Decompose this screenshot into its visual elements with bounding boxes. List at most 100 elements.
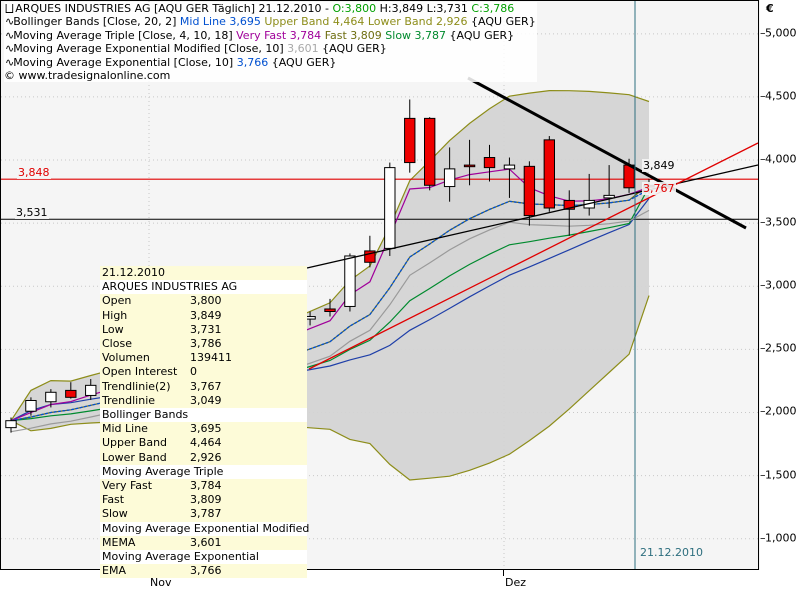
price-axis[interactable]: € –5,000 –4,500 –4,000 –3,500 –3,000 –2,500 –2…: [760, 0, 800, 570]
tooltip-section-0: Bollinger Bands: [100, 408, 307, 423]
tooltip-section-1-row-0: Very Fast 3,784: [100, 479, 307, 494]
legend-seg-1-3: {AQU GER}: [471, 15, 536, 29]
candlestick: [85, 379, 97, 400]
currency-symbol: €: [766, 2, 774, 15]
tooltip-section-1-row-0-value: 3,784: [190, 479, 222, 493]
candle-body: [603, 194, 615, 199]
tooltip-row-1-label: High: [102, 308, 128, 322]
legend-seg-1-0: Bollinger Bands [Close, 20, 2]: [13, 15, 180, 29]
price-tick-6: –2,000: [760, 404, 797, 418]
legend-seg-2-1: Very Fast 3,784: [236, 28, 325, 42]
ema-line: [10, 188, 650, 422]
tooltip-row-4: Volumen 139411: [100, 351, 307, 366]
candlestick: [463, 139, 476, 186]
tooltip-section-3-text: Moving Average Exponential: [102, 550, 259, 564]
price-tick-label: 4,500: [765, 89, 797, 103]
tooltip-section-0-row-2-label: Lower Band: [102, 450, 167, 464]
data-tooltip-box[interactable]: 21.12.2010 ARQUES INDUSTRIES AG Open 3,800 H…: [100, 266, 310, 579]
tooltip-section-0-text: Bollinger Bands: [102, 408, 189, 422]
legend-row-2[interactable]: ∿Moving Average Triple [Close, 4, 10, 18…: [4, 28, 537, 43]
legend-seg-1-1: Mid Line 3,695: [179, 15, 265, 29]
legend-seg-4-1: 3,766: [236, 55, 272, 69]
candlestick: [65, 382, 77, 399]
indicator-wave-icon: ∿: [5, 28, 14, 42]
tooltip-row-1-value: 3,849: [190, 308, 222, 322]
candlestick: [404, 99, 416, 173]
indicator-wave-icon: ∿: [5, 42, 14, 56]
copyright-notice: © www.tradesignalonline.com: [4, 69, 537, 83]
candlestick: [543, 136, 555, 212]
candlestick: [483, 144, 496, 182]
price-tick-label: 2,000: [765, 404, 797, 418]
tooltip-row-4-label: Volumen: [102, 351, 150, 365]
tooltip-row-2-label: Low: [102, 322, 124, 336]
price-tick-label: 1,000: [765, 531, 797, 545]
candlestick: [523, 161, 536, 226]
tooltip-date: 21.12.2010: [100, 266, 307, 281]
tooltip-row-2-value: 3,731: [190, 322, 222, 336]
candlestick: [384, 162, 396, 256]
price-tick-7: –1,500: [760, 468, 797, 482]
tooltip-instrument-text: ARQUES INDUSTRIES AG: [102, 280, 238, 294]
legend-seg-4-0: Moving Average Exponential [Close, 10]: [13, 55, 237, 69]
price-tick-label: 1,500: [765, 468, 797, 482]
price-tick-3: –3,500: [760, 215, 797, 229]
candle-body: [5, 420, 17, 429]
tooltip-row-0: Open 3,800: [100, 294, 307, 309]
trendline-descending: [467, 76, 747, 230]
cursor-date-label: 21.12.2010: [638, 546, 705, 559]
tooltip-row-7: Trendlinie 3,049: [100, 393, 307, 409]
candle-body: [404, 117, 416, 164]
candle-body: [523, 165, 536, 217]
candle-body: [364, 250, 376, 263]
candle-body: [85, 384, 97, 396]
legend-seg-2-2: Fast 3,809: [324, 28, 386, 42]
tooltip-section-0-row-1-value: 4,464: [190, 436, 222, 450]
candle-body: [45, 391, 57, 403]
indicator-wave-icon: ∿: [5, 15, 14, 29]
tooltip-row-2: Low 3,731: [100, 322, 307, 338]
price-tick-label: 4,000: [765, 152, 797, 166]
tooltip-section-2-row-0: MEMA 3,601: [100, 535, 307, 551]
candle-body: [65, 389, 77, 398]
candlestick: [364, 235, 376, 268]
tooltip-instrument: ARQUES INDUSTRIES AG: [100, 280, 307, 295]
tooltip-section-2-text: Moving Average Exponential Modified: [102, 521, 310, 535]
legend-row-3[interactable]: ∿Moving Average Exponential Modified [Cl…: [4, 42, 537, 56]
time-tick-mark-1: [503, 570, 504, 576]
legend-seg-3-0: Moving Average Exponential Modified [Clo…: [13, 42, 288, 56]
tooltip-row-6: Trendlinie(2) 3,767: [100, 379, 307, 394]
legend-row-4[interactable]: ∿Moving Average Exponential [Close, 10] …: [4, 55, 537, 70]
legend-seg-4-2: {AQU GER}: [271, 55, 337, 69]
tooltip-date-text: 21.12.2010: [102, 266, 165, 279]
legend-row-0[interactable]: ⨆ ARQUES INDUSTRIES AG [AQU GER Täglich]…: [4, 2, 537, 16]
legend-seg-1-2: Upper Band 4,464 Lower Band 2,926: [264, 15, 472, 29]
price-tick-4: –3,000: [760, 278, 797, 292]
candlestick-series: [5, 99, 655, 433]
tooltip-row-6-label: Trendlinie(2): [102, 379, 171, 393]
candlestick: [45, 389, 57, 408]
candlestick: [5, 417, 17, 433]
tooltip-row-4-value: 139411: [190, 351, 232, 365]
tooltip-section-0-row-2-value: 2,926: [190, 450, 222, 464]
time-tick-label-1: Dez: [505, 576, 527, 589]
tooltip-row-5-value: 0: [190, 365, 197, 379]
tooltip-section-1-row-1-value: 3,809: [190, 493, 222, 507]
tooltip-section-0-row-1: Upper Band 4,464: [100, 436, 307, 451]
candlestick: [563, 190, 575, 236]
tooltip-section-1-row-2: Slow 3,787: [100, 507, 307, 522]
candle-body: [503, 164, 516, 170]
price-tick-2: –4,000: [760, 152, 797, 166]
legend-seg-2-4: {AQU GER}: [449, 28, 515, 42]
price-level-label-left-red: 3,848: [17, 166, 51, 180]
price-tick-0: –5,000: [760, 26, 797, 40]
indicator-legend: ⨆ ARQUES INDUSTRIES AG [AQU GER Täglich]…: [4, 2, 537, 83]
legend-row-1[interactable]: ∿Bollinger Bands [Close, 20, 2] Mid Line…: [4, 15, 537, 29]
price-chart-panel[interactable]: ⨆ ARQUES INDUSTRIES AG [AQU GER Täglich]…: [0, 0, 759, 579]
tooltip-section-1: Moving Average Triple: [100, 464, 307, 480]
cursor-price-label-trendline: 3,767: [642, 182, 676, 195]
candlestick: [324, 298, 336, 317]
candle-body: [563, 199, 575, 210]
price-level-label-left-black: 3,531: [15, 206, 49, 220]
